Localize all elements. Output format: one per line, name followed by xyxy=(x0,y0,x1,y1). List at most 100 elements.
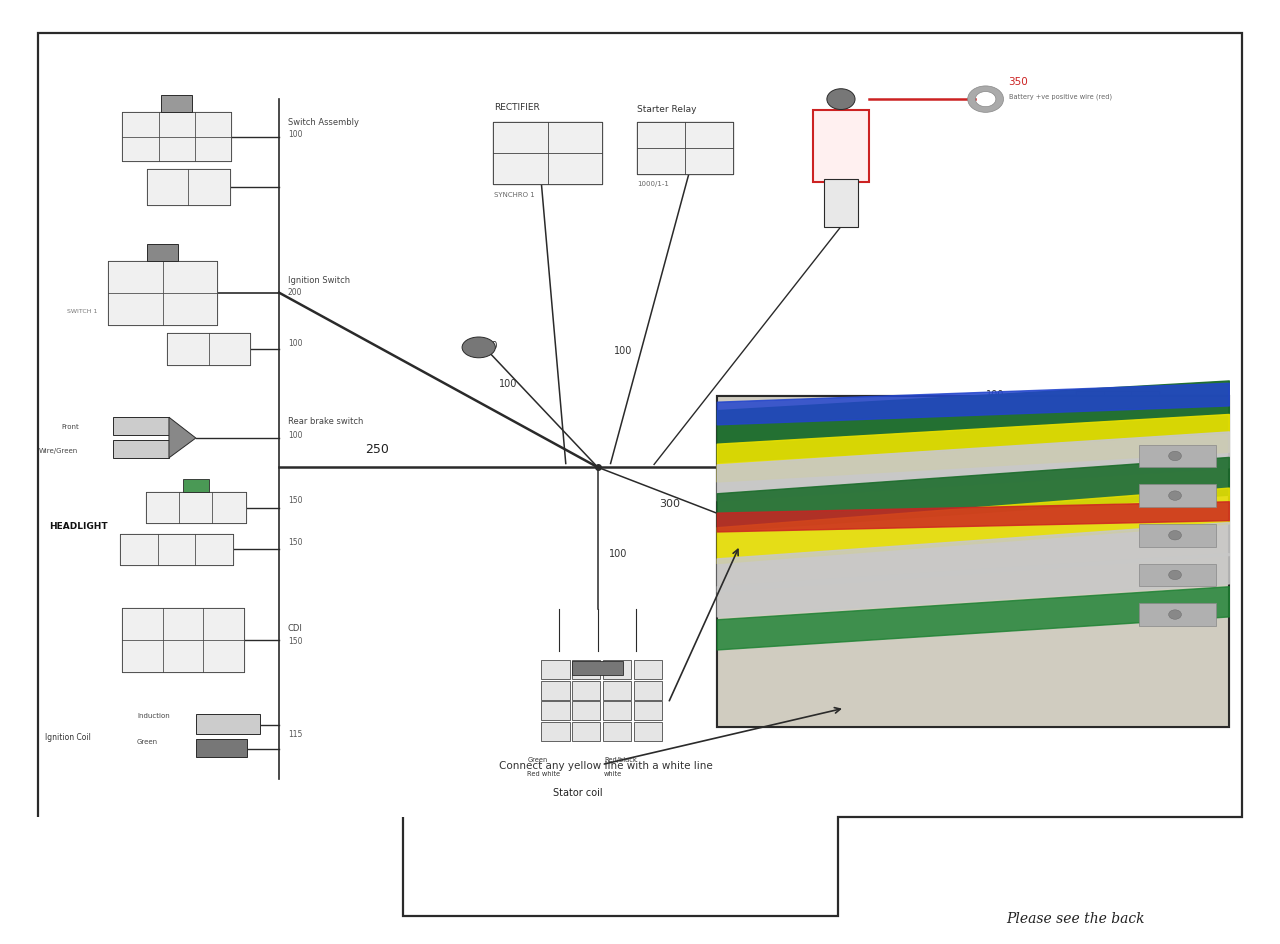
Text: 100: 100 xyxy=(288,340,302,348)
Bar xyxy=(108,261,163,293)
Bar xyxy=(1103,452,1132,482)
Bar xyxy=(1139,484,1216,507)
Text: Green: Green xyxy=(137,739,159,745)
Bar xyxy=(1132,452,1160,482)
Bar xyxy=(1139,603,1216,626)
Text: Connect any yellow line with a white line: Connect any yellow line with a white lin… xyxy=(499,762,713,771)
Bar xyxy=(195,137,230,161)
Bar xyxy=(196,739,247,757)
Text: 100: 100 xyxy=(288,431,302,440)
Bar xyxy=(685,123,733,148)
Text: 350: 350 xyxy=(1009,77,1028,87)
Bar xyxy=(163,608,204,640)
Text: HEADLIGHT: HEADLIGHT xyxy=(49,522,108,531)
Ellipse shape xyxy=(462,337,495,358)
Bar xyxy=(548,153,603,184)
Bar xyxy=(572,701,600,720)
Bar xyxy=(163,261,218,293)
Bar xyxy=(727,514,785,543)
Text: 150: 150 xyxy=(288,538,302,547)
Bar xyxy=(183,480,209,493)
Bar xyxy=(1103,391,1132,421)
Bar xyxy=(603,701,631,720)
Bar xyxy=(146,169,188,205)
Bar xyxy=(717,396,1229,727)
Text: Induction: Induction xyxy=(137,714,170,719)
Bar xyxy=(168,333,251,365)
Text: white: white xyxy=(604,771,622,777)
Bar xyxy=(204,640,244,672)
Bar xyxy=(634,681,662,700)
Bar xyxy=(494,123,548,153)
Bar xyxy=(637,148,685,174)
Text: 1000/1-1: 1000/1-1 xyxy=(637,181,669,187)
Bar xyxy=(1139,564,1216,586)
Bar xyxy=(113,417,169,435)
Text: Red/black: Red/black xyxy=(604,757,637,763)
Bar xyxy=(1076,452,1160,482)
Text: 100: 100 xyxy=(499,379,517,389)
Bar xyxy=(603,660,631,679)
Text: Ignition Coil: Ignition Coil xyxy=(45,733,91,742)
Ellipse shape xyxy=(1169,531,1181,540)
Text: 100: 100 xyxy=(986,391,1004,400)
Bar xyxy=(685,148,733,174)
Text: SWITCH 1: SWITCH 1 xyxy=(67,310,97,314)
Bar xyxy=(1139,524,1216,547)
Bar xyxy=(1139,445,1216,467)
Bar xyxy=(494,153,548,184)
Text: Ignition Switch: Ignition Switch xyxy=(288,277,351,285)
Text: 150: 150 xyxy=(480,342,498,351)
Text: SYNCHRO 1: SYNCHRO 1 xyxy=(494,193,535,198)
Bar xyxy=(824,179,858,227)
Bar xyxy=(161,95,192,112)
Bar xyxy=(1076,452,1103,482)
Bar xyxy=(1076,391,1160,421)
Bar xyxy=(1132,391,1160,421)
Bar xyxy=(548,123,603,153)
Bar xyxy=(637,123,685,148)
Bar xyxy=(146,492,179,523)
Bar xyxy=(188,169,230,205)
Bar xyxy=(541,722,570,741)
Bar xyxy=(108,293,163,325)
Bar xyxy=(1076,391,1103,421)
Bar xyxy=(195,112,230,137)
Text: Wire/Green: Wire/Green xyxy=(38,448,78,454)
Bar xyxy=(196,714,260,734)
Bar xyxy=(572,722,600,741)
Text: 300: 300 xyxy=(659,499,680,509)
Ellipse shape xyxy=(1169,570,1181,580)
Bar xyxy=(159,112,195,137)
Bar xyxy=(572,681,600,700)
Bar xyxy=(813,110,869,182)
Bar xyxy=(122,640,163,672)
Bar xyxy=(123,137,159,161)
Bar xyxy=(209,333,251,365)
Text: Starter Relay: Starter Relay xyxy=(637,106,696,114)
Text: Switch Assembly: Switch Assembly xyxy=(288,118,358,126)
Bar xyxy=(179,492,212,523)
Bar xyxy=(123,112,159,137)
Text: Please see the back: Please see the back xyxy=(1006,912,1144,926)
Text: 100: 100 xyxy=(986,452,1004,462)
Ellipse shape xyxy=(1169,491,1181,500)
Text: 300: 300 xyxy=(794,443,818,456)
Bar xyxy=(541,660,570,679)
Bar xyxy=(108,261,216,325)
Polygon shape xyxy=(169,417,196,458)
Text: Rear brake switch: Rear brake switch xyxy=(288,417,364,426)
Bar xyxy=(634,701,662,720)
Bar xyxy=(122,608,243,672)
Bar xyxy=(113,440,169,458)
Text: 150: 150 xyxy=(288,497,302,505)
Text: 250: 250 xyxy=(365,443,389,456)
Bar xyxy=(541,681,570,700)
Text: Flashout: Flashout xyxy=(1166,458,1202,466)
Text: 150: 150 xyxy=(288,637,302,646)
Bar xyxy=(634,722,662,741)
Bar xyxy=(147,244,178,261)
Text: CDI: CDI xyxy=(288,624,303,632)
Bar xyxy=(168,333,209,365)
Bar xyxy=(159,137,195,161)
